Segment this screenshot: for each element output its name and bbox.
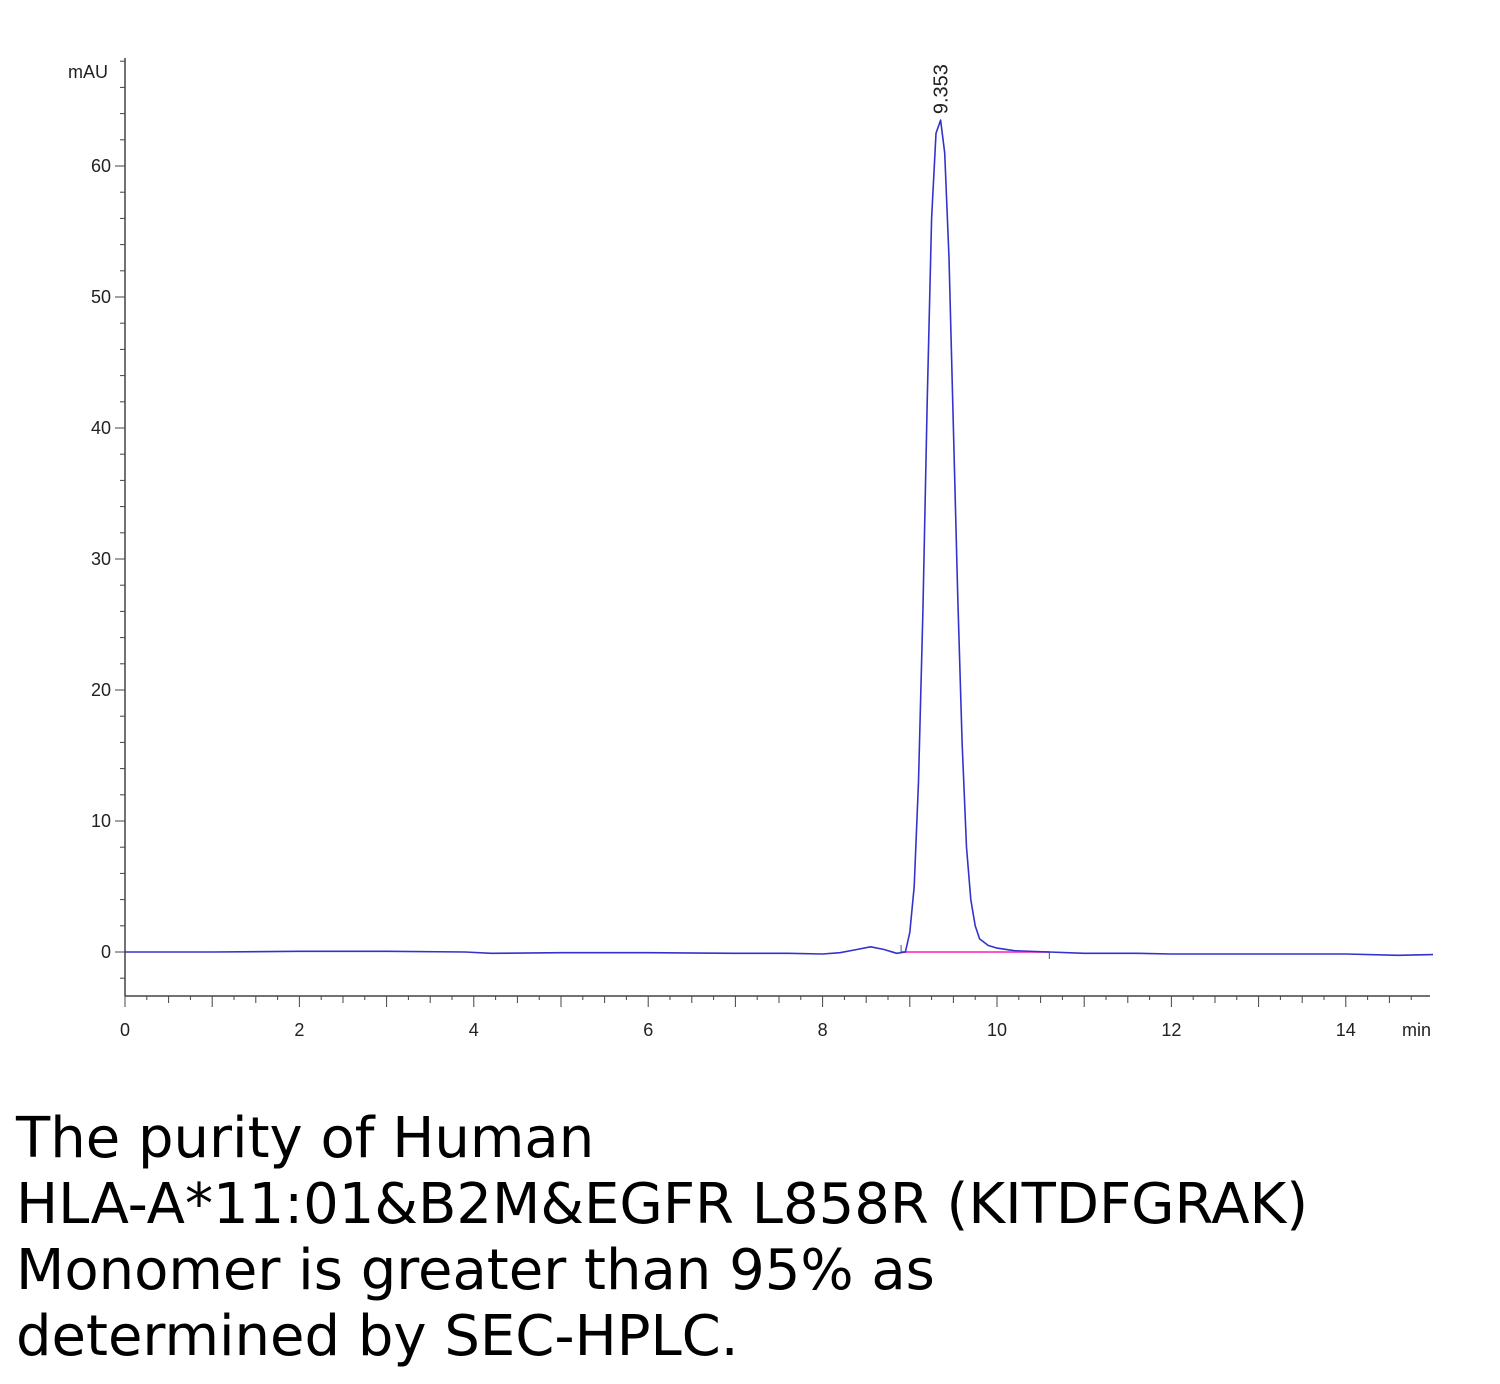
x-tick-label: 6 <box>643 1020 653 1040</box>
x-axis-unit: min <box>1402 1020 1431 1040</box>
signal-trace <box>125 119 1434 957</box>
caption: The purity of Human HLA-A*11:01&B2M&EGFR… <box>16 1106 1476 1370</box>
x-tick-label: 2 <box>294 1020 304 1040</box>
peak-label: 9.353 <box>931 64 953 114</box>
caption-line-3: Monomer is greater than 95% as <box>16 1238 935 1303</box>
x-tick-label: 0 <box>120 1020 130 1040</box>
x-tick-label: 8 <box>818 1020 828 1040</box>
x-tick-label: 10 <box>987 1020 1007 1040</box>
x-tick-label: 12 <box>1161 1020 1181 1040</box>
x-tick-label: 14 <box>1336 1020 1356 1040</box>
y-tick-label: 60 <box>91 156 111 176</box>
caption-line-2: HLA-A*11:01&B2M&EGFR L858R (KITDFGRAK) <box>16 1172 1309 1237</box>
caption-line-1: The purity of Human <box>16 1106 595 1171</box>
y-tick-label: 20 <box>91 680 111 700</box>
y-tick-label: 40 <box>91 418 111 438</box>
y-tick-label: 0 <box>101 942 111 962</box>
x-tick-label: 4 <box>469 1020 479 1040</box>
y-tick-label: 50 <box>91 287 111 307</box>
chromatogram-chart: 0 10 20 30 40 50 60 0 2 4 6 8 10 12 14 mAU min 9.353 <box>68 58 1434 1040</box>
y-axis-unit: mAU <box>68 62 108 82</box>
y-tick-label: 30 <box>91 549 111 569</box>
y-tick-label: 10 <box>91 811 111 831</box>
caption-line-4: determined by SEC-HPLC. <box>16 1304 739 1369</box>
